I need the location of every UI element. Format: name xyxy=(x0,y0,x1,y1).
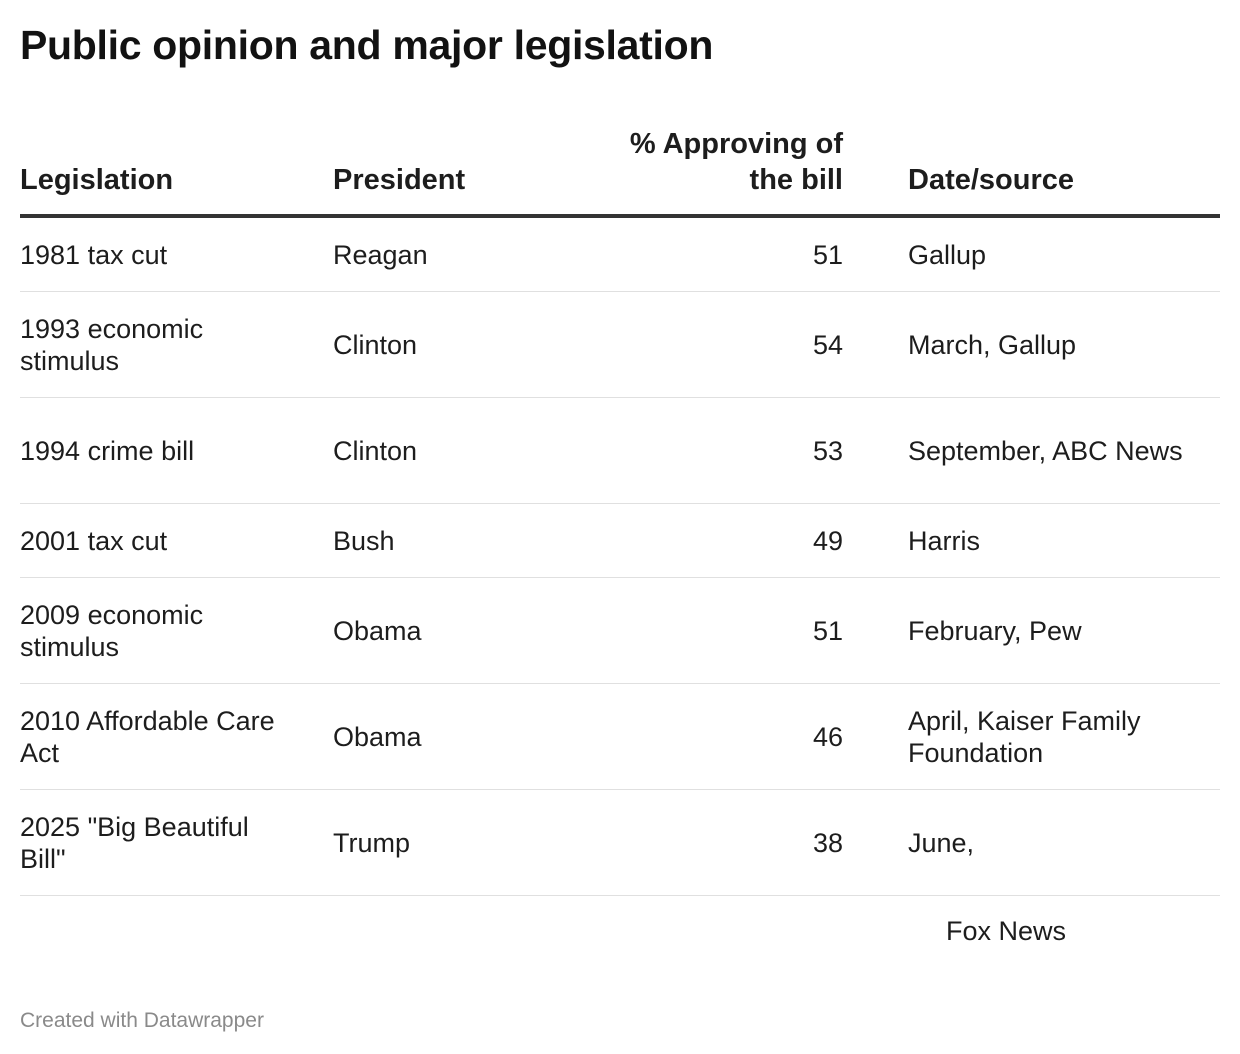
table-row: 2009 economic stimulus Obama 51 February, P… xyxy=(20,577,1220,684)
cell-approval: 51 xyxy=(600,216,881,292)
table-body: 1981 tax cut Reagan 51 Gallup 1993 economic … xyxy=(20,216,1220,896)
cell-approval: 46 xyxy=(600,683,881,790)
table-row: 2025 "Big Beautiful Bill" Trump 38 June, xyxy=(20,789,1220,896)
cell-president: Clinton xyxy=(333,397,600,504)
cell-president: Reagan xyxy=(333,216,600,292)
cell-legislation: 1993 economic stimulus xyxy=(20,291,333,398)
cell-source: March, Gallup xyxy=(881,291,1220,398)
column-header-source[interactable]: Date/source xyxy=(881,118,1220,218)
chart-title: Public opinion and major legislation xyxy=(20,22,714,68)
column-header-approval-label: % Approving of the bill xyxy=(629,128,843,196)
table-row: 1994 crime bill Clinton 53 September, ABC N… xyxy=(20,397,1220,504)
column-header-president[interactable]: President xyxy=(333,118,600,218)
cell-approval: 49 xyxy=(600,503,881,578)
cell-legislation: 2001 tax cut xyxy=(20,503,333,578)
table-row: 2001 tax cut Bush 49 Harris xyxy=(20,503,1220,578)
column-header-legislation[interactable]: Legislation xyxy=(20,118,333,218)
cell-president: Obama xyxy=(333,577,600,684)
cell-source: June, xyxy=(881,789,1220,896)
table-row: 1981 tax cut Reagan 51 Gallup xyxy=(20,216,1220,292)
table-row: 1993 economic stimulus Clinton 54 March, Ga… xyxy=(20,291,1220,398)
cell-legislation: 2025 "Big Beautiful Bill" xyxy=(20,789,333,896)
cell-source: February, Pew xyxy=(881,577,1220,684)
column-header-approval[interactable]: % Approving of the bill xyxy=(600,118,881,218)
cell-approval: 54 xyxy=(600,291,881,398)
cell-source: April, Kaiser Family Foundation xyxy=(881,683,1220,790)
cell-source: September, ABC News xyxy=(881,397,1220,504)
legislation-table: Legislation President % Approving of the… xyxy=(20,118,1220,896)
cell-source: Gallup xyxy=(881,216,1220,292)
cell-president: Bush xyxy=(333,503,600,578)
cell-legislation: 1994 crime bill xyxy=(20,397,333,504)
cell-approval: 53 xyxy=(600,397,881,504)
cell-source: Harris xyxy=(881,503,1220,578)
source-continuation: Fox News xyxy=(946,916,1067,946)
datawrapper-credit: Created with Datawrapper xyxy=(20,1009,264,1032)
cell-president: Obama xyxy=(333,683,600,790)
cell-legislation: 1981 tax cut xyxy=(20,216,333,292)
table-row: 2010 Affordable Care Act Obama 46 April, Ka… xyxy=(20,683,1220,790)
cell-legislation: 2009 economic stimulus xyxy=(20,577,333,684)
cell-approval: 51 xyxy=(600,577,881,684)
cell-legislation: 2010 Affordable Care Act xyxy=(20,683,333,790)
cell-approval: 38 xyxy=(600,789,881,896)
table-header-row: Legislation President % Approving of the… xyxy=(20,118,1220,218)
cell-president: Trump xyxy=(333,789,600,896)
cell-president: Clinton xyxy=(333,291,600,398)
